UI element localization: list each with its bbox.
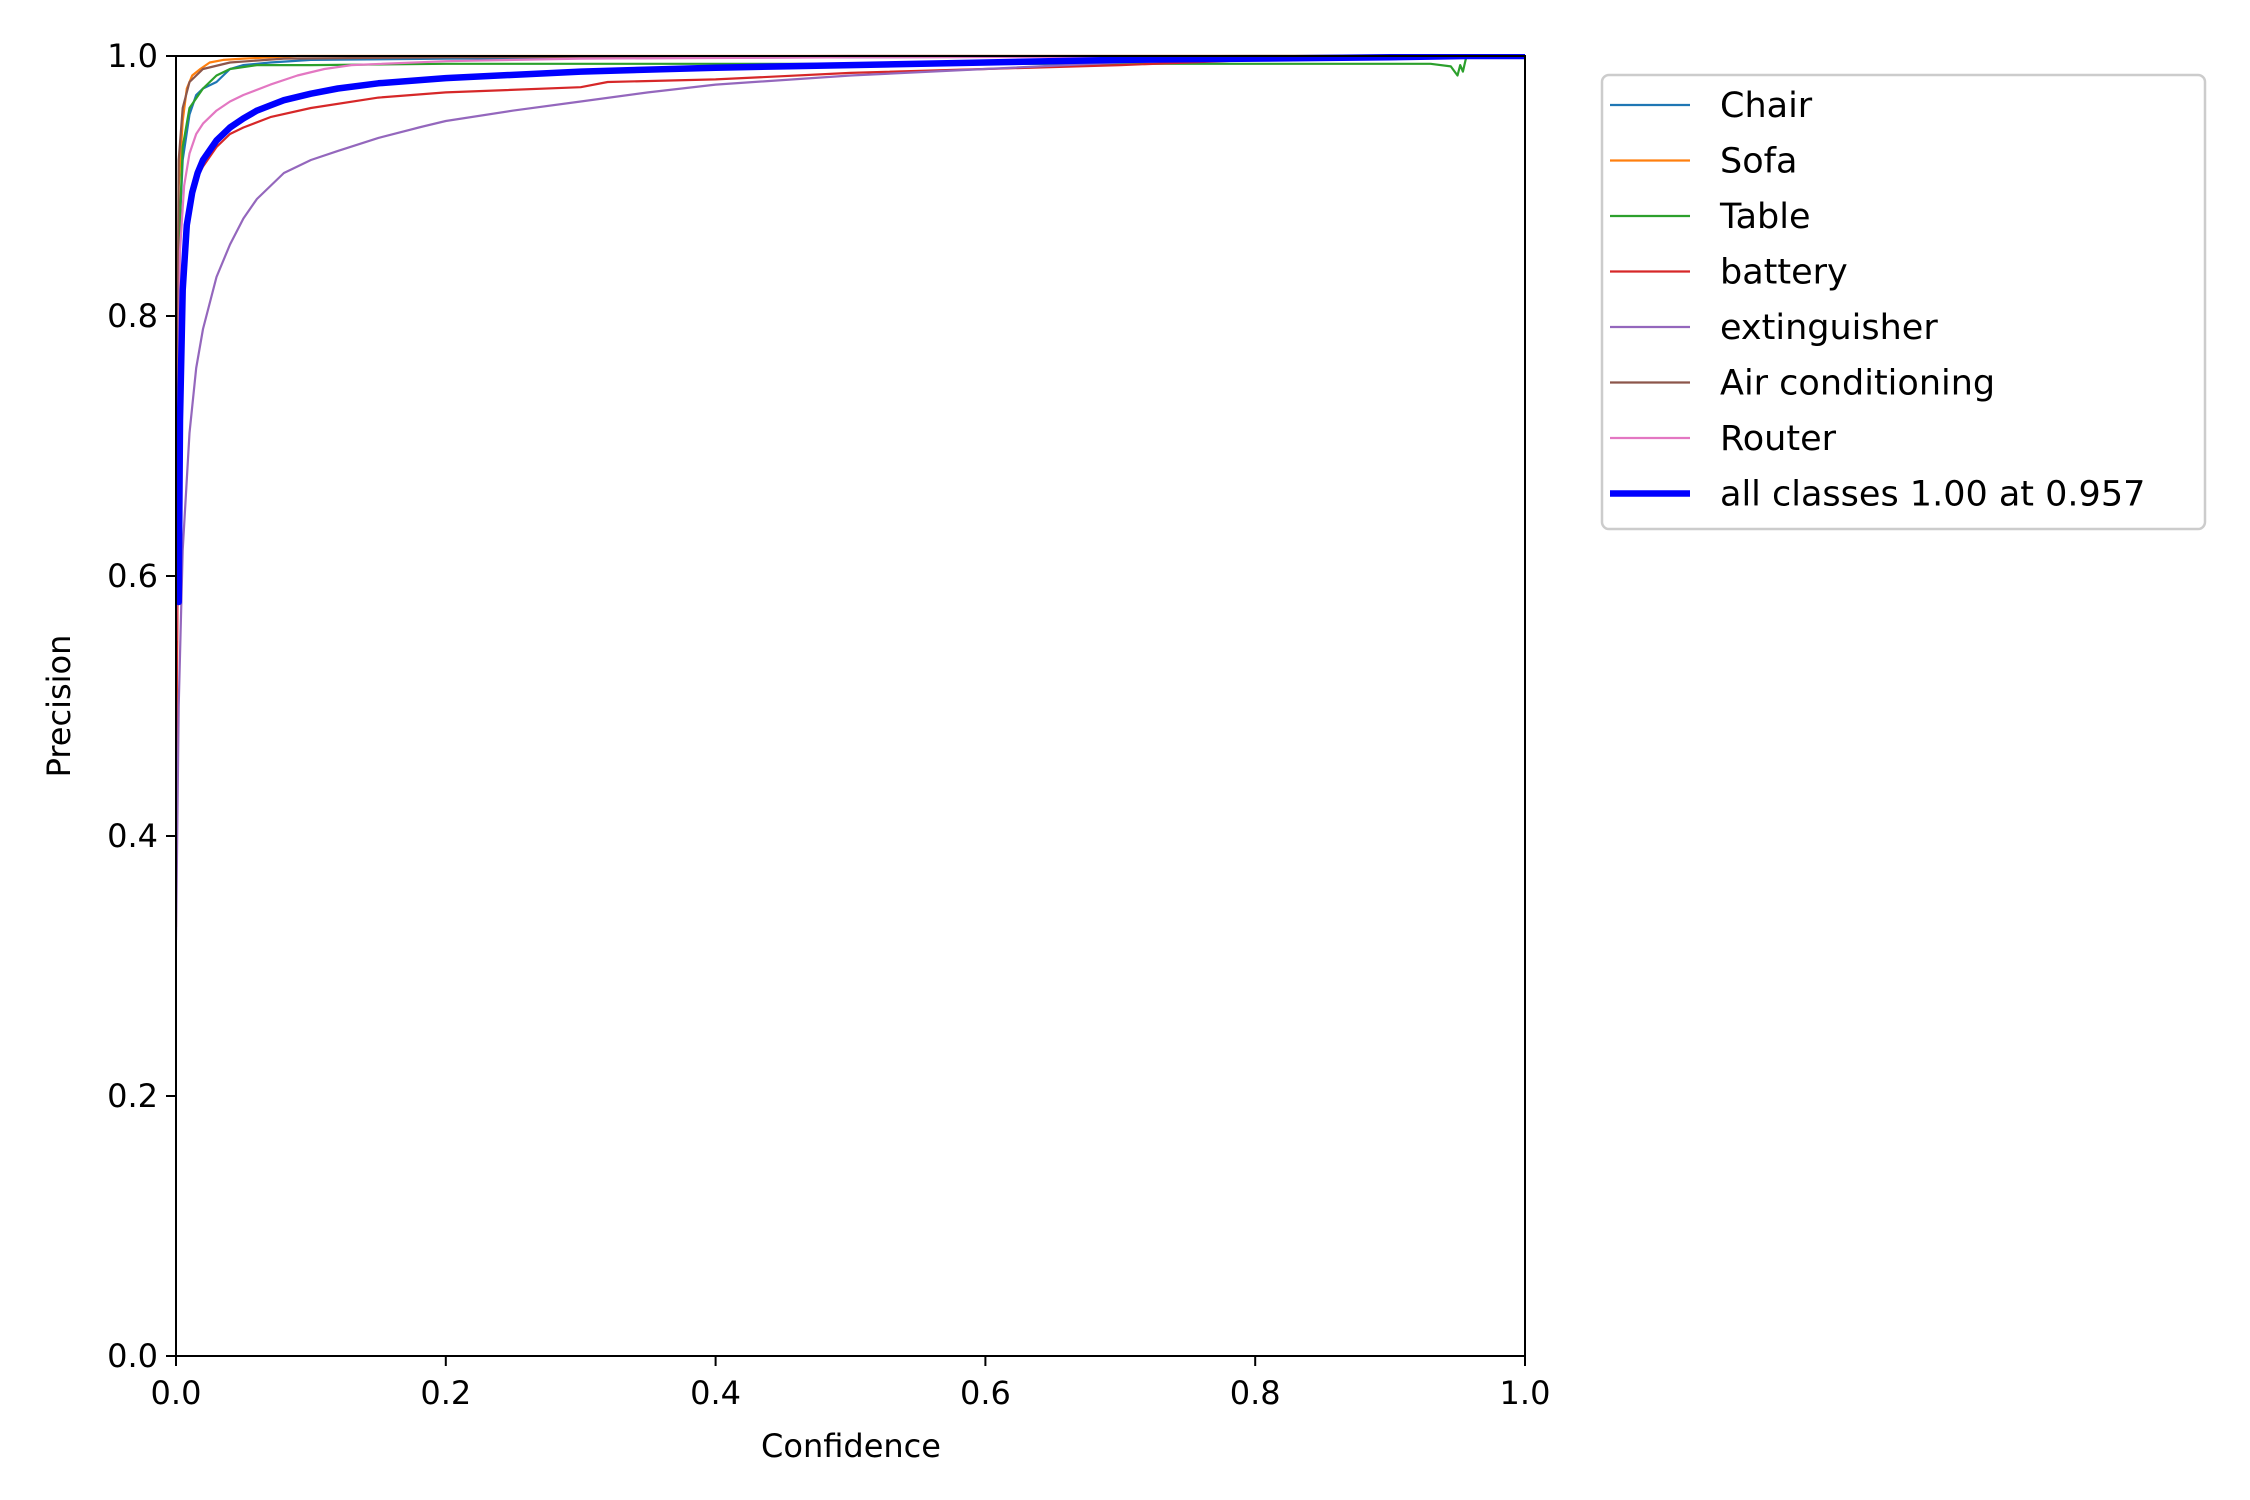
y-tick-label: 0.8 (107, 297, 158, 335)
legend-label-7: all classes 1.00 at 0.957 (1720, 475, 2145, 515)
x-axis: 0.0 0.2 0.4 0.6 0.8 1.0 (151, 1356, 1551, 1412)
series-line-7 (176, 54, 1525, 606)
legend-label-4: extinguisher (1720, 308, 1938, 348)
x-tick-label: 0.2 (420, 1374, 471, 1412)
legend-label-1: Sofa (1720, 142, 1797, 182)
y-tick-label: 1.0 (107, 37, 158, 75)
x-axis-label: Confidence (761, 1427, 941, 1465)
y-tick-label: 0.0 (107, 1337, 158, 1375)
x-tick-label: 0.0 (151, 1374, 202, 1412)
x-tick-label: 0.6 (960, 1374, 1011, 1412)
x-tick-label: 0.8 (1230, 1374, 1281, 1412)
y-tick-label: 0.6 (107, 557, 158, 595)
y-tick-label: 0.2 (107, 1077, 158, 1115)
y-axis-label: Precision (40, 635, 78, 778)
series-line-2 (176, 54, 1525, 707)
legend-label-2: Table (1719, 197, 1811, 237)
series-line-4 (176, 54, 1526, 941)
x-tick-label: 0.4 (690, 1374, 741, 1412)
legend: Chair Sofa Table battery extinguisher Air con… (1600, 73, 2207, 531)
y-tick-label: 0.4 (107, 817, 158, 855)
legend-label-6: Router (1720, 419, 1837, 459)
series-layer (176, 54, 1526, 941)
legend-label-3: battery (1720, 253, 1848, 293)
legend-box (1600, 73, 2207, 531)
legend-label-5: Air conditioning (1720, 364, 1995, 404)
legend-label-0: Chair (1720, 86, 1813, 126)
series-line-6 (176, 54, 1526, 642)
x-tick-label: 1.0 (1500, 1374, 1551, 1412)
y-axis: 0.0 0.2 0.4 0.6 0.8 1.0 (107, 37, 176, 1375)
plot-frame (175, 55, 1526, 1357)
